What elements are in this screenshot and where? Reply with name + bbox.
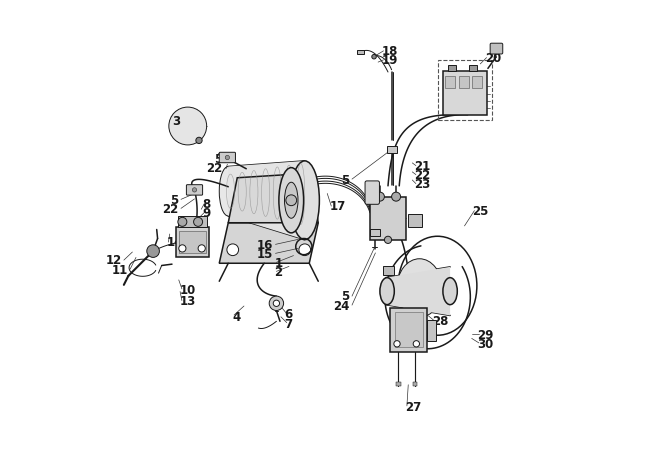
Circle shape [372,54,376,59]
Text: 11: 11 [112,264,128,276]
Circle shape [225,155,229,160]
Text: 17: 17 [330,201,346,213]
Text: 10: 10 [180,284,196,297]
Ellipse shape [219,166,237,216]
Bar [443,71,487,115]
Text: 26: 26 [391,333,408,346]
Bar [370,229,380,236]
Text: 8: 8 [203,198,211,211]
Circle shape [198,245,205,252]
Bar [472,76,482,88]
Circle shape [227,244,239,256]
Circle shape [384,236,391,243]
Text: 16: 16 [257,239,273,252]
Bar [387,146,397,153]
Circle shape [178,217,187,226]
Text: 22: 22 [414,169,430,182]
Ellipse shape [397,259,442,317]
Bar [390,308,427,352]
Text: 5: 5 [214,153,222,166]
Bar [358,50,364,54]
FancyBboxPatch shape [219,152,235,163]
Text: 25: 25 [473,205,489,218]
Polygon shape [228,161,305,239]
Text: 27: 27 [405,401,421,414]
Bar [427,320,436,341]
Bar [178,216,207,227]
Polygon shape [385,267,450,315]
Bar [176,227,209,256]
Bar [383,266,394,274]
Text: 4: 4 [233,311,241,324]
Text: 23: 23 [414,178,430,191]
Circle shape [196,137,202,144]
Ellipse shape [285,182,298,218]
Text: 3: 3 [172,115,180,128]
FancyBboxPatch shape [490,43,502,54]
Circle shape [413,341,419,347]
Ellipse shape [380,278,395,305]
Text: 22: 22 [162,203,179,216]
Bar [445,76,455,88]
Circle shape [269,296,283,310]
Text: 24: 24 [333,300,350,312]
Bar [469,65,477,71]
Circle shape [179,245,186,252]
Text: 19: 19 [382,54,398,67]
Bar [413,382,417,386]
Bar [408,214,422,227]
Circle shape [194,217,203,226]
Circle shape [273,300,280,306]
Text: 13: 13 [180,295,196,308]
Text: 28: 28 [432,315,448,328]
Ellipse shape [290,161,319,239]
Text: 18: 18 [382,45,398,58]
Bar [448,65,456,71]
Text: 15: 15 [257,248,273,261]
Circle shape [169,107,207,145]
Bar [395,312,423,347]
Bar [396,382,400,386]
Text: 20: 20 [485,52,501,65]
Circle shape [299,244,311,256]
Bar [438,60,493,120]
Circle shape [147,245,159,257]
Bar [370,197,406,240]
Circle shape [192,188,197,192]
Bar [179,231,206,253]
FancyBboxPatch shape [365,181,380,204]
Text: 21: 21 [414,160,430,173]
Text: 30: 30 [477,338,493,351]
Text: 29: 29 [477,329,493,342]
Text: 22: 22 [206,162,222,175]
Circle shape [391,192,400,201]
Bar [459,76,469,88]
FancyBboxPatch shape [187,184,203,195]
Text: 1: 1 [274,257,283,270]
Polygon shape [228,173,318,223]
Circle shape [394,341,400,347]
Text: 9: 9 [203,207,211,220]
Text: 7: 7 [285,318,292,330]
Text: 2: 2 [274,266,283,279]
Text: 5: 5 [341,174,350,186]
Ellipse shape [279,168,304,233]
Text: 14: 14 [166,237,183,249]
Circle shape [286,195,296,206]
Polygon shape [219,223,318,263]
Text: 5: 5 [341,291,350,303]
Text: 6: 6 [285,309,292,321]
Text: 12: 12 [105,255,122,267]
Circle shape [376,192,384,201]
Text: 5: 5 [170,194,179,207]
Ellipse shape [443,278,458,305]
